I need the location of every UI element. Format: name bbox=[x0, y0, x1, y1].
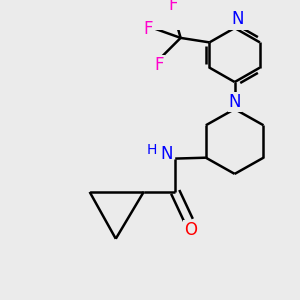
Text: N: N bbox=[231, 10, 244, 28]
Text: F: F bbox=[154, 56, 164, 74]
Text: F: F bbox=[169, 0, 178, 14]
Text: N: N bbox=[160, 145, 172, 163]
Text: F: F bbox=[143, 20, 153, 38]
Text: H: H bbox=[147, 142, 157, 157]
Text: O: O bbox=[184, 221, 197, 239]
Text: N: N bbox=[228, 93, 241, 111]
